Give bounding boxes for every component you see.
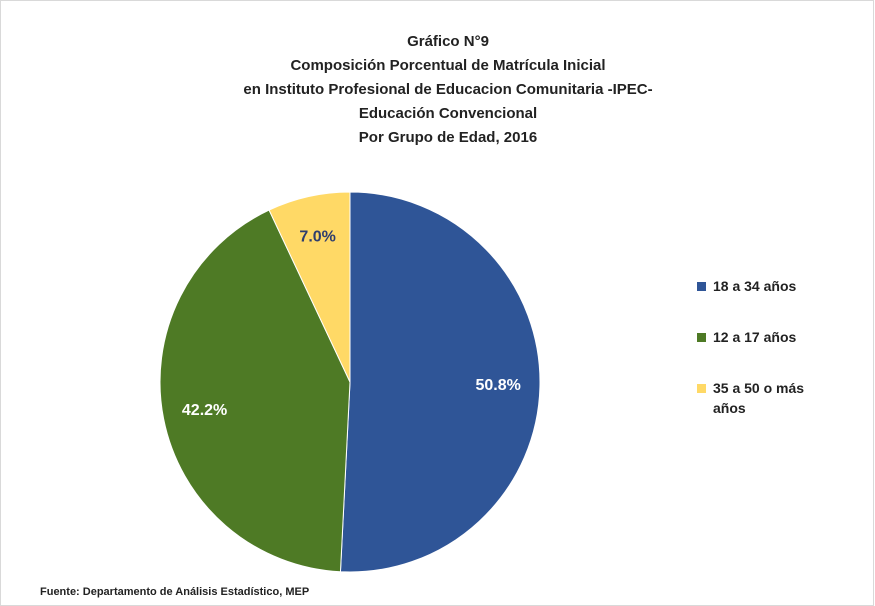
data-label: 7.0% — [299, 229, 335, 246]
pie-slice — [268, 191, 351, 383]
data-label: 50.8% — [475, 377, 520, 394]
chart-title: Gráfico N°9 Composición Porcentual de Mat… — [243, 33, 652, 146]
legend-item: 18 a 34 años — [697, 278, 827, 296]
legend-swatch — [697, 282, 706, 291]
title-line: Por Grupo de Edad, 2016 — [359, 129, 537, 146]
legend-item: 35 a 50 o más años — [697, 380, 827, 418]
legend-label: 35 a 50 o más años — [713, 380, 805, 416]
legend-label: 18 a 34 años — [713, 278, 797, 294]
legend-swatch — [697, 384, 706, 393]
legend-label: 12 a 17 años — [713, 329, 797, 345]
legend-item: 12 a 17 años — [697, 329, 827, 347]
title-line: en Instituto Profesional de Educacion Co… — [243, 81, 652, 98]
title-line: Educación Convencional — [359, 105, 537, 122]
pie: 50.8% 42.2% 7.0% — [159, 191, 541, 573]
title-line: Composición Porcentual de Matrícula Inic… — [290, 57, 605, 74]
source-note: Fuente: Departamento de Análisis Estadís… — [40, 586, 309, 598]
pie-slice — [339, 191, 541, 573]
data-label: 42.2% — [182, 402, 227, 419]
legend: 18 a 34 años 12 a 17 años 35 a 50 o más añ… — [697, 278, 827, 451]
title-line: Gráfico N°9 — [407, 33, 489, 50]
pie-slice — [159, 209, 351, 573]
legend-swatch — [697, 333, 706, 342]
